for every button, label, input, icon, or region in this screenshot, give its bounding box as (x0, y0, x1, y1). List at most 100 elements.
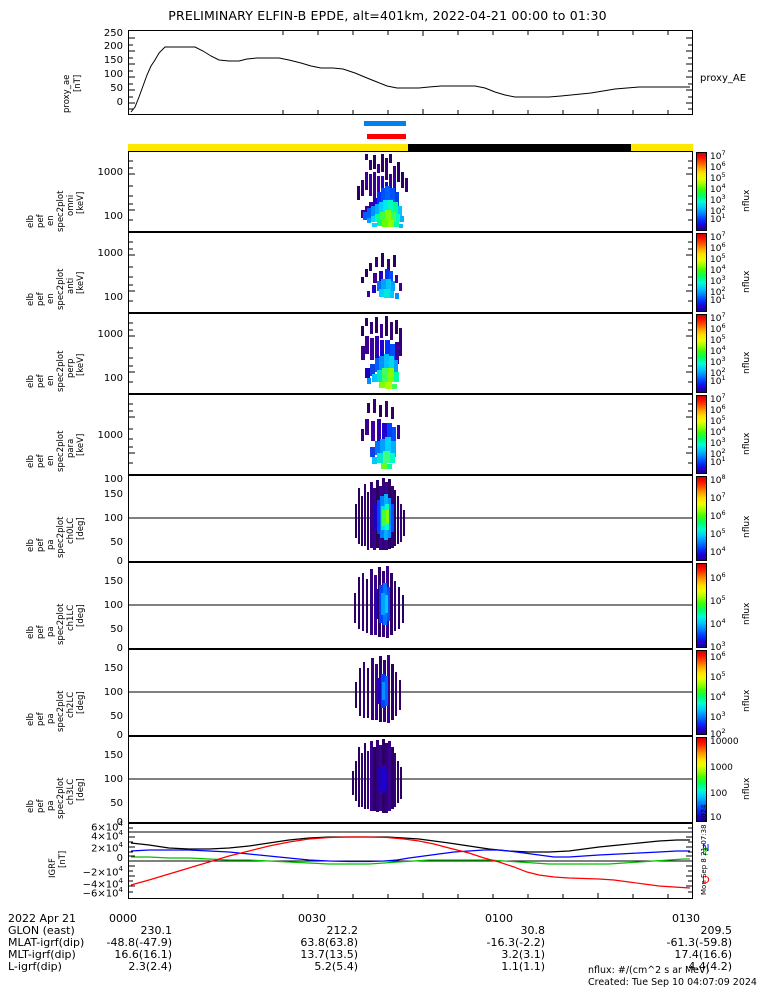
panel-pa-ch2lc-ylabel4: spec2plot (56, 691, 66, 732)
ylabel-line: elb (26, 539, 36, 552)
colorbar-unit-omni: nflux (742, 189, 752, 212)
render-timestamp-vertical: Mon Sep 8 21:07:38 2024 (700, 804, 708, 895)
cbl-ch1-3: 103 (710, 640, 726, 653)
footer-units: nflux: #/(cm^2 s ar MeV) (588, 965, 710, 976)
ylabel-line: pef (36, 292, 46, 306)
bottom-col3-mlt: 17.4(16.6) (674, 948, 732, 961)
panel-pa-ch2lc-ylabel3: pa (46, 713, 56, 724)
panel-pa-ch0lc-ylabel: elb (26, 539, 36, 552)
panel-pa-ch1lc-ylabel3: pa (46, 626, 56, 637)
colorbar-pa-ch3lc (696, 737, 707, 822)
cbl-omni-7: 107 (710, 149, 726, 162)
cbl-anti-6: 106 (710, 241, 726, 254)
ylabel-line: pef (36, 454, 46, 468)
panel-pa-ch3lc-ylabel: elb (26, 800, 36, 813)
ytick-anti-1000: 1000 (97, 248, 123, 259)
ytick-proxy-200: 200 (103, 41, 123, 52)
ylabel-line: para (66, 438, 76, 458)
cbl-anti-4: 104 (710, 263, 726, 276)
panel-en-anti (128, 232, 693, 313)
cbl-omni-3: 103 (710, 193, 726, 206)
ytick-ch1-100: 100 (103, 600, 123, 611)
panel-en-para-ylabel4: spec2plot (56, 431, 66, 472)
colorbar-pa-ch2lc (696, 650, 707, 735)
legend-igrf-e: E (702, 847, 709, 858)
pa-ch0lc-spectrogram (129, 478, 692, 550)
panel-en-para-ylabel5: para (66, 439, 76, 458)
panel-pa-ch0lc-ylabel4: spec2plot (56, 517, 66, 558)
xtick-0030: 0030 (298, 912, 326, 925)
cbl-ch0-8: 108 (710, 473, 726, 486)
ytick-ch1-0: 0 (116, 643, 123, 654)
panel-pa-ch3lc-ylabel5: ch3LC (66, 779, 76, 805)
legend-igrf-d: D (702, 875, 710, 886)
ylabel-line: spec2plot (56, 603, 66, 645)
legend-proxy-ae: proxy_AE (700, 73, 747, 84)
ytick-ch3-150: 150 (103, 750, 123, 761)
ytick-ch2-150: 150 (103, 663, 123, 674)
bottom-row-label-glon: GLON (east) (8, 924, 75, 937)
ytick-ch2-50: 50 (110, 711, 123, 722)
colorbar-gradient (697, 396, 706, 473)
bottom-col1-mlat: 63.8(63.8) (300, 936, 358, 949)
ylabel-line: en (46, 375, 56, 386)
panel-pa-ch0lc-ylabel5: ch0LC (66, 518, 76, 544)
panel-pa-ch2lc-ylabel2: pef (36, 712, 46, 726)
ylabel-line: anti (66, 277, 76, 294)
bottom-col0-mlt: 16.6(16.1) (114, 948, 172, 961)
ylabel-line: spec2plot (56, 350, 66, 392)
colorbar-gradient (697, 738, 706, 821)
ytick-ch0-100: 100 (103, 513, 123, 524)
cbl-perp-5: 105 (710, 333, 726, 346)
colorbar-en-anti (696, 233, 707, 312)
panel-en-para-ylabel3: en (46, 455, 56, 466)
bottom-col3-l: 4.4(4.2) (688, 960, 732, 973)
xtick-0100: 0100 (485, 912, 513, 925)
panel-pa-ch3lc-ylabel3: pa (46, 800, 56, 811)
panel-pa-ch0lc-ylabel3: pa (46, 539, 56, 550)
en-anti-spectrogram (129, 241, 692, 302)
colorbar-unit-ch2: nflux (742, 689, 752, 712)
footer-created: Created: Tue Sep 10 04:07:09 2024 (588, 977, 757, 988)
ylabel-line: elb (26, 293, 36, 306)
panel-en-para-ylabel: elb (26, 455, 36, 468)
bottom-col0-mlat: -48.8(-47.9) (106, 936, 172, 949)
pa-ch1lc-spectrogram (129, 566, 692, 638)
ylabel-line: ch1LC (66, 604, 76, 631)
ylabel-line: perp (66, 358, 76, 378)
panel-en-anti-ylabel5: anti (66, 278, 76, 294)
ylabel-line: en (46, 293, 56, 304)
cbl-ch1-5: 105 (710, 594, 726, 607)
ylabel-line: elb (26, 455, 36, 468)
colorbar-pa-ch0lc (696, 476, 707, 561)
panel-pa-ch2lc-ylabel: elb (26, 713, 36, 726)
ytick-para-1000: 1000 (97, 430, 123, 441)
colorbar-gradient (697, 477, 706, 560)
ylabel-line: elb (26, 713, 36, 726)
panel-pa-ch0lc (128, 475, 693, 562)
bottom-col2-mlt: 3.2(3.1) (501, 948, 545, 961)
en-omni-spectrogram (129, 154, 692, 228)
panel-en-anti-ylabel3: en (46, 293, 56, 304)
ytick-omni-100: 100 (103, 211, 123, 222)
legend-igrf-n: N (702, 843, 710, 854)
proxy-ae-plot (129, 31, 692, 114)
ytick-proxy-150: 150 (103, 55, 123, 66)
ylabel-line: spec2plot (56, 777, 66, 819)
panel-en-anti-ylabel4: spec2plot (56, 269, 66, 310)
cbl-para-3: 103 (710, 436, 726, 449)
ylabel-unit: [nT] (73, 74, 83, 92)
ylabel-line: spec2plot (56, 516, 66, 558)
cbl-ch2-4: 104 (710, 690, 726, 703)
panel-en-omni-ylabel2: pef (36, 214, 46, 228)
cbl-ch0-7: 107 (710, 491, 726, 504)
cbl-ch0-4: 104 (710, 545, 726, 558)
cbl-anti-5: 105 (710, 252, 726, 265)
cbl-ch3-1000: 1000 (710, 763, 733, 773)
ylabel-line: ch3LC (66, 778, 76, 805)
ylabel-line: spec2plot (56, 430, 66, 472)
cbl-anti-1: 101 (710, 293, 726, 306)
bottom-col0-l: 2.3(2.4) (128, 960, 172, 973)
ytick-ch3-50: 50 (110, 798, 123, 809)
